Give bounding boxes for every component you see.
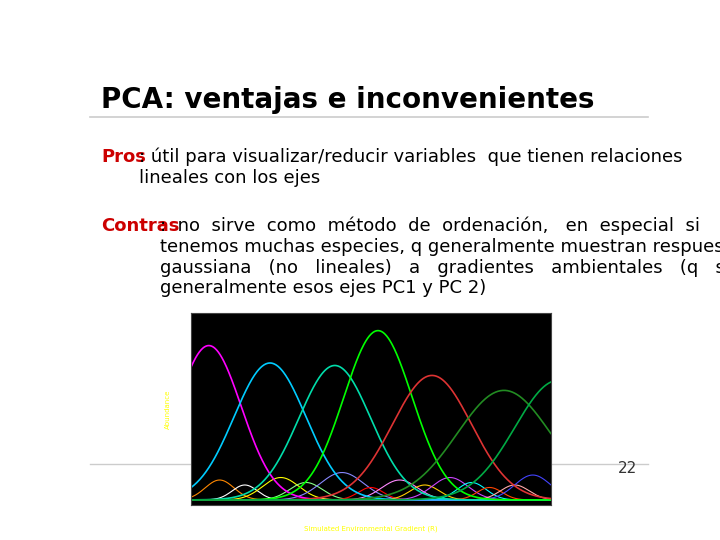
Y-axis label: Abundance: Abundance — [166, 389, 171, 429]
Text: PCA: ventajas e inconvenientes: PCA: ventajas e inconvenientes — [101, 85, 595, 113]
Text: :  no  sirve  como  método  de  ordenación,   en  especial  si
tenemos muchas es: : no sirve como método de ordenación, en… — [160, 217, 720, 298]
Text: 22: 22 — [618, 462, 637, 476]
Text: : útil para visualizar/reducir variables  que tienen relaciones
lineales con los: : útil para visualizar/reducir variables… — [139, 148, 683, 187]
Text: Pros: Pros — [101, 148, 146, 166]
Text: Contras: Contras — [101, 217, 179, 234]
X-axis label: Simulated Environmental Gradient (R): Simulated Environmental Gradient (R) — [304, 525, 438, 532]
